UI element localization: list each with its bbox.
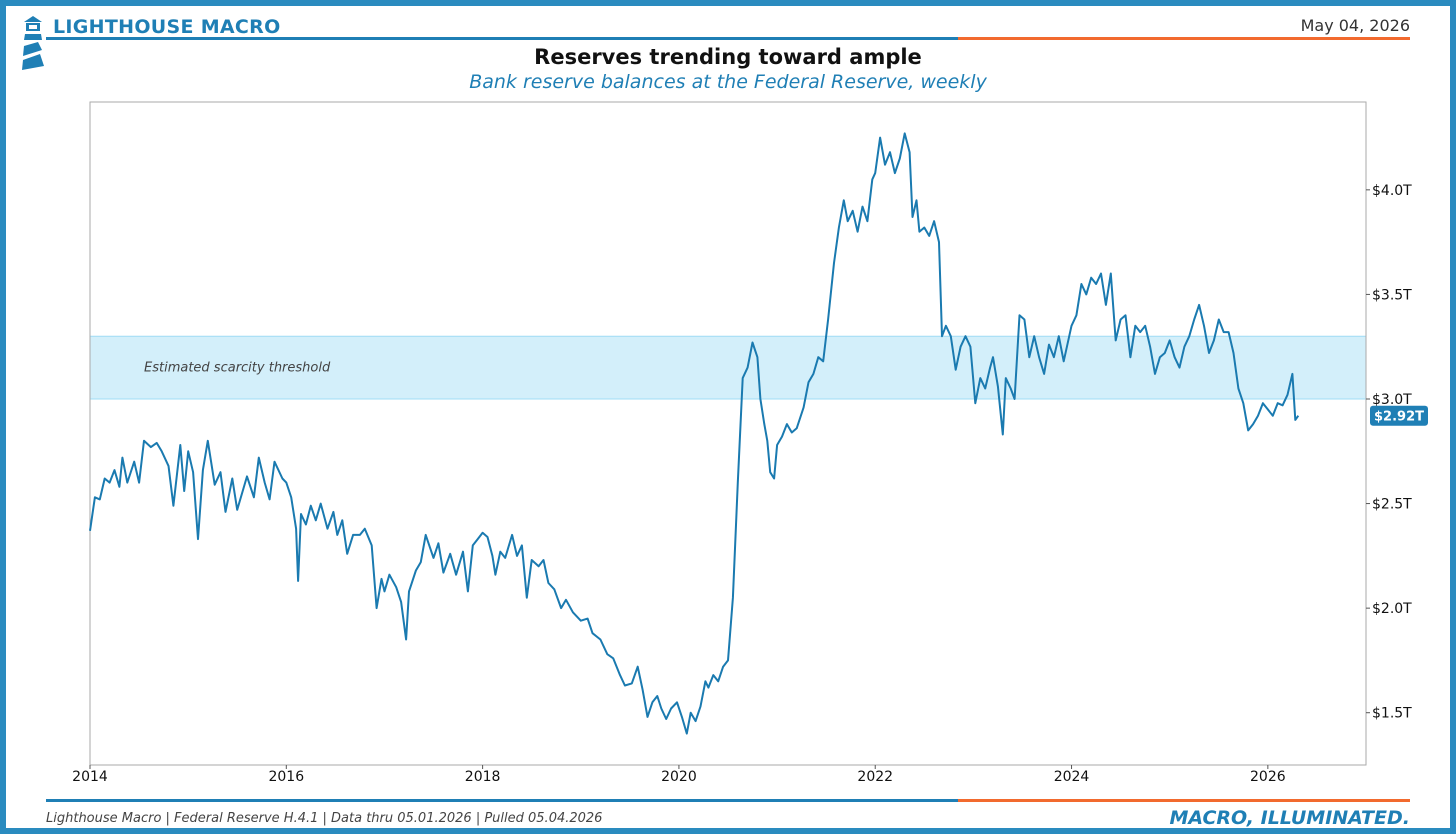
footer-rule-blue <box>46 799 958 802</box>
source-note: Lighthouse Macro | Federal Reserve H.4.1… <box>46 811 603 826</box>
footer-rule-orange <box>958 799 1410 802</box>
y-tick-label: $3.5T <box>1372 287 1412 303</box>
lighthouse-icon <box>22 16 44 70</box>
brand-name: LIGHTHOUSE MACRO <box>53 16 281 38</box>
x-tick-label: 2026 <box>1250 769 1286 785</box>
y-tick-label: $3.0T <box>1372 392 1412 408</box>
x-tick-label: 2022 <box>857 769 893 785</box>
tagline: MACRO, ILLUMINATED. <box>1169 807 1410 829</box>
report-date: May 04, 2026 <box>1300 16 1410 35</box>
x-tick-label: 2016 <box>268 769 304 785</box>
x-tick-label: 2024 <box>1054 769 1090 785</box>
chart-subtitle: Bank reserve balances at the Federal Res… <box>469 71 987 93</box>
header-rule-orange <box>958 37 1410 40</box>
y-tick-label: $2.5T <box>1372 497 1412 513</box>
x-tick-label: 2018 <box>465 769 501 785</box>
band-label: Estimated scarcity threshold <box>144 361 331 376</box>
y-tick-label: $4.0T <box>1372 183 1412 199</box>
x-tick-label: 2020 <box>661 769 697 785</box>
chart-title: Reserves trending toward ample <box>534 45 922 69</box>
plot-area <box>89 101 1367 766</box>
last-value-label: $2.92T <box>1374 410 1424 425</box>
y-tick-label: $1.5T <box>1372 706 1412 722</box>
reserves-series-line <box>89 132 1300 735</box>
header-rule-blue <box>46 37 958 40</box>
x-tick-label: 2014 <box>72 769 108 785</box>
y-tick-label: $2.0T <box>1372 601 1412 617</box>
last-value-badge <box>1370 405 1428 426</box>
